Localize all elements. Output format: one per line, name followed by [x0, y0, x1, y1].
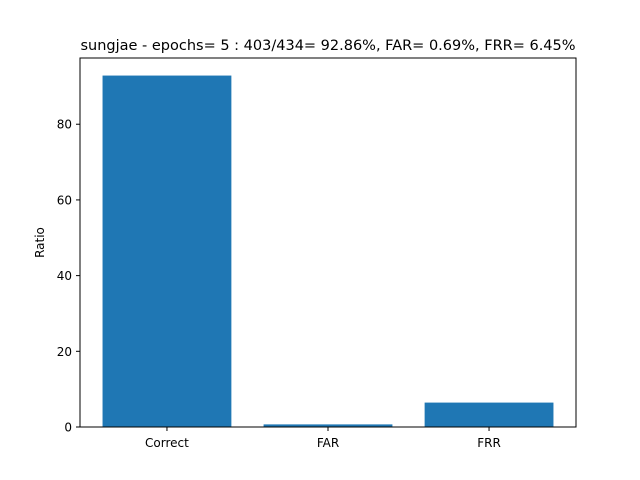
y-axis-label: Ratio: [33, 227, 47, 258]
bar-correct: [102, 75, 232, 428]
bar-frr: [424, 402, 554, 427]
y-tick-label: 40: [57, 269, 72, 283]
x-axis-ticks: Correct FAR FRR: [145, 427, 501, 450]
bars-group: [102, 75, 554, 428]
y-tick-label: 80: [57, 118, 72, 132]
x-tick-label: Correct: [145, 436, 189, 450]
y-tick-label: 60: [57, 193, 72, 207]
chart-title: sungjae - epochs= 5 : 403/434= 92.86%, F…: [80, 38, 575, 54]
y-tick-label: 0: [64, 421, 72, 435]
bar-far: [263, 424, 393, 427]
plot-area-frame: [79, 57, 577, 428]
y-tick-label: 20: [57, 345, 72, 359]
y-axis-ticks: 0 20 40 60 80: [57, 118, 80, 435]
x-tick-label: FRR: [477, 436, 501, 450]
x-tick-label: FAR: [317, 436, 339, 450]
